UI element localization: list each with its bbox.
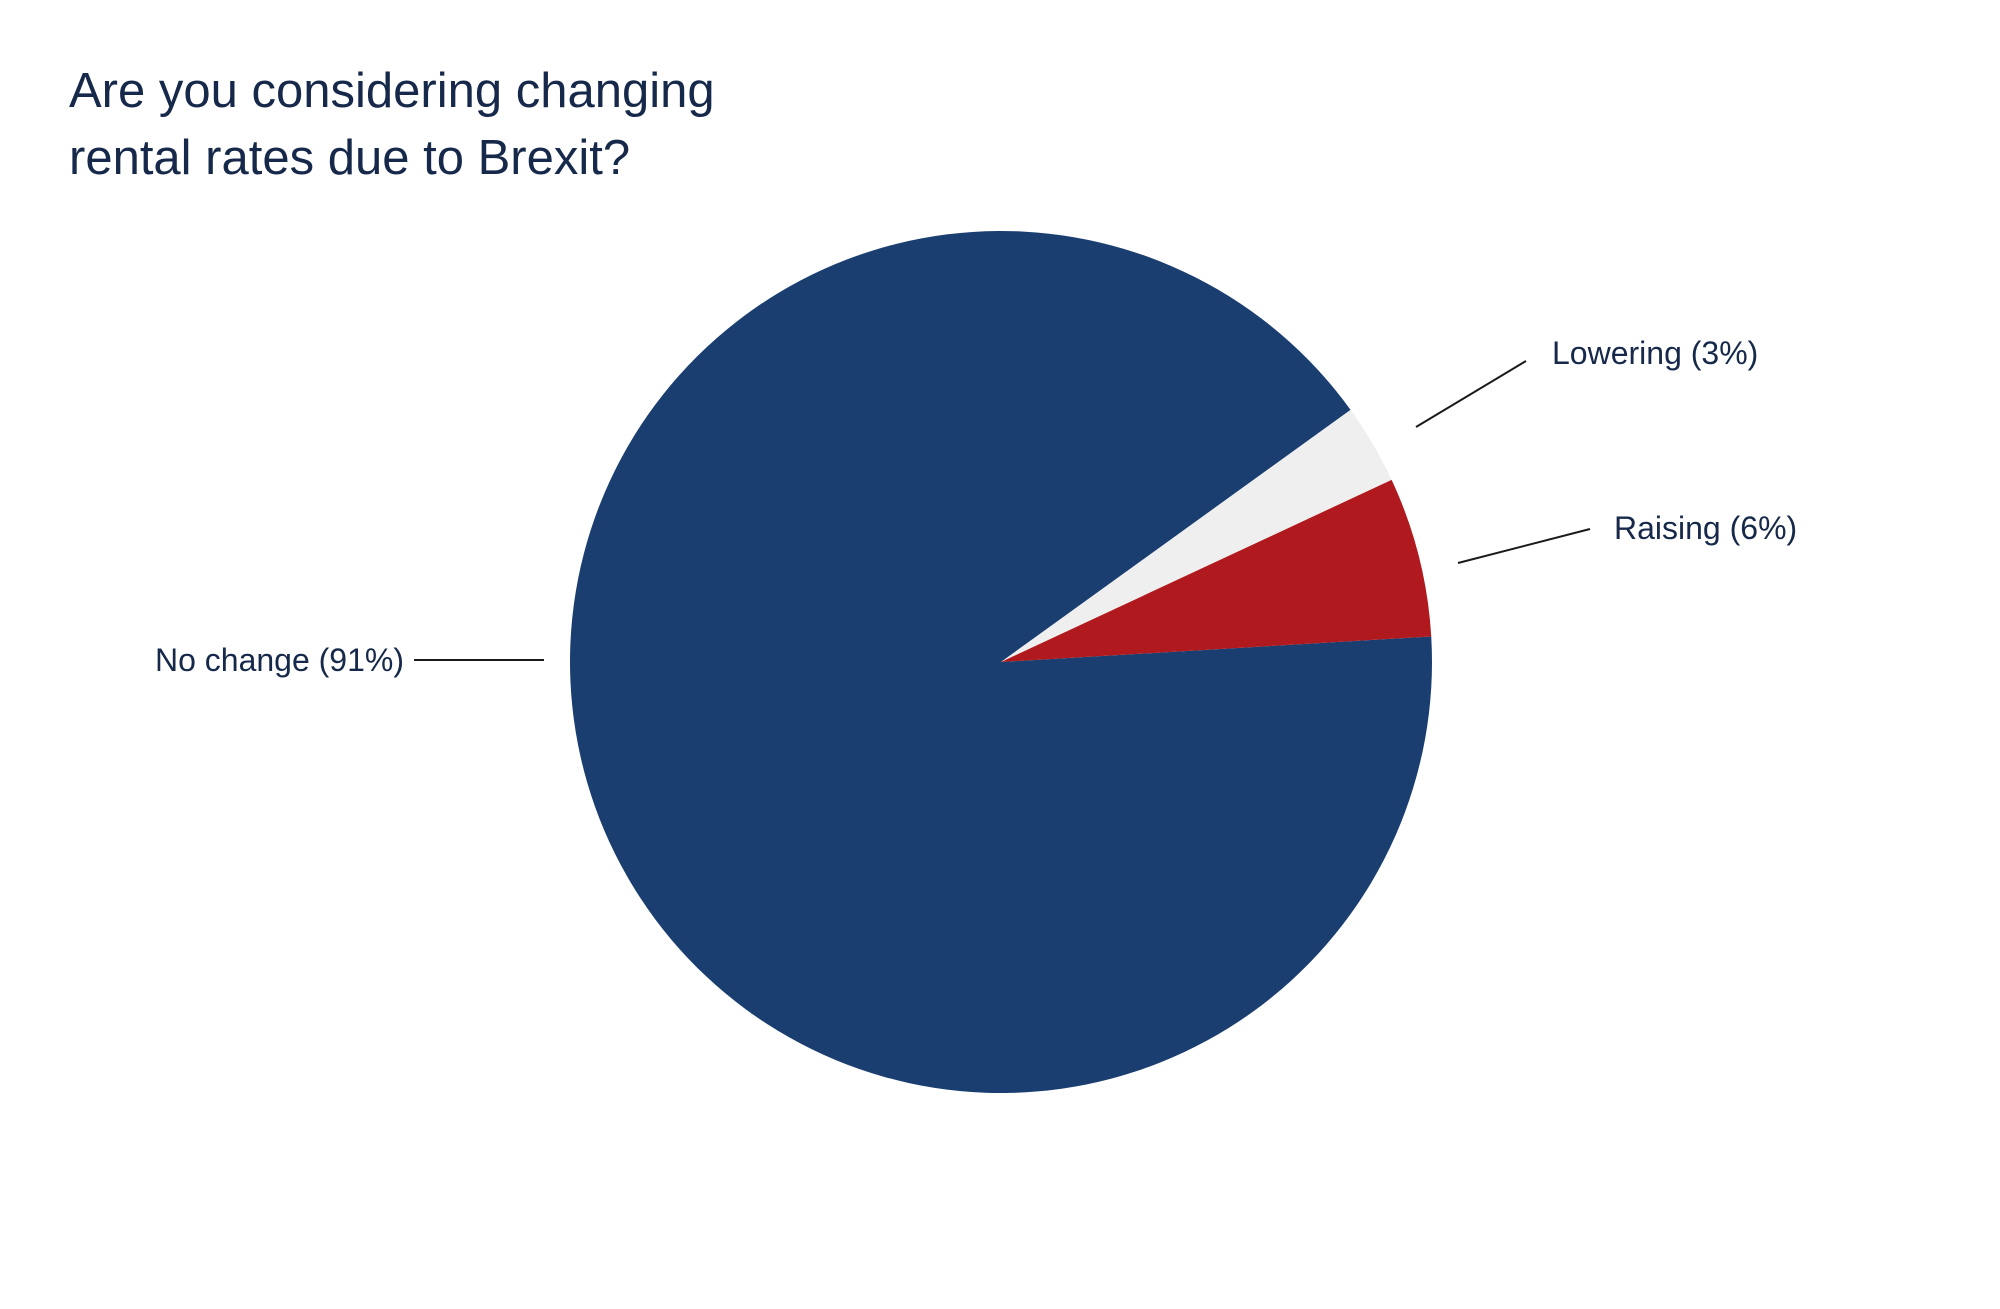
- slice-labels: No change (91%) Lowering (3%) Raising (6…: [155, 335, 1797, 678]
- label-raising: Raising (6%): [1614, 510, 1797, 546]
- label-lowering: Lowering (3%): [1552, 335, 1758, 371]
- leader-line-raising: [1457, 528, 1591, 564]
- slice-lowering: [1001, 409, 1392, 662]
- leader-line-lowering: [1415, 360, 1527, 428]
- slice-raising: [1001, 479, 1432, 662]
- chart-title-line-1: Are you considering changing: [69, 64, 715, 118]
- label-no-change: No change (91%): [155, 642, 404, 678]
- slice-no-change: [569, 230, 1432, 1093]
- chart-title-line-2: rental rates due to Brexit?: [69, 131, 631, 185]
- pie-slices: [569, 230, 1432, 1093]
- leader-lines: [414, 360, 1591, 661]
- chart-title: Are you considering changing rental rate…: [69, 58, 969, 192]
